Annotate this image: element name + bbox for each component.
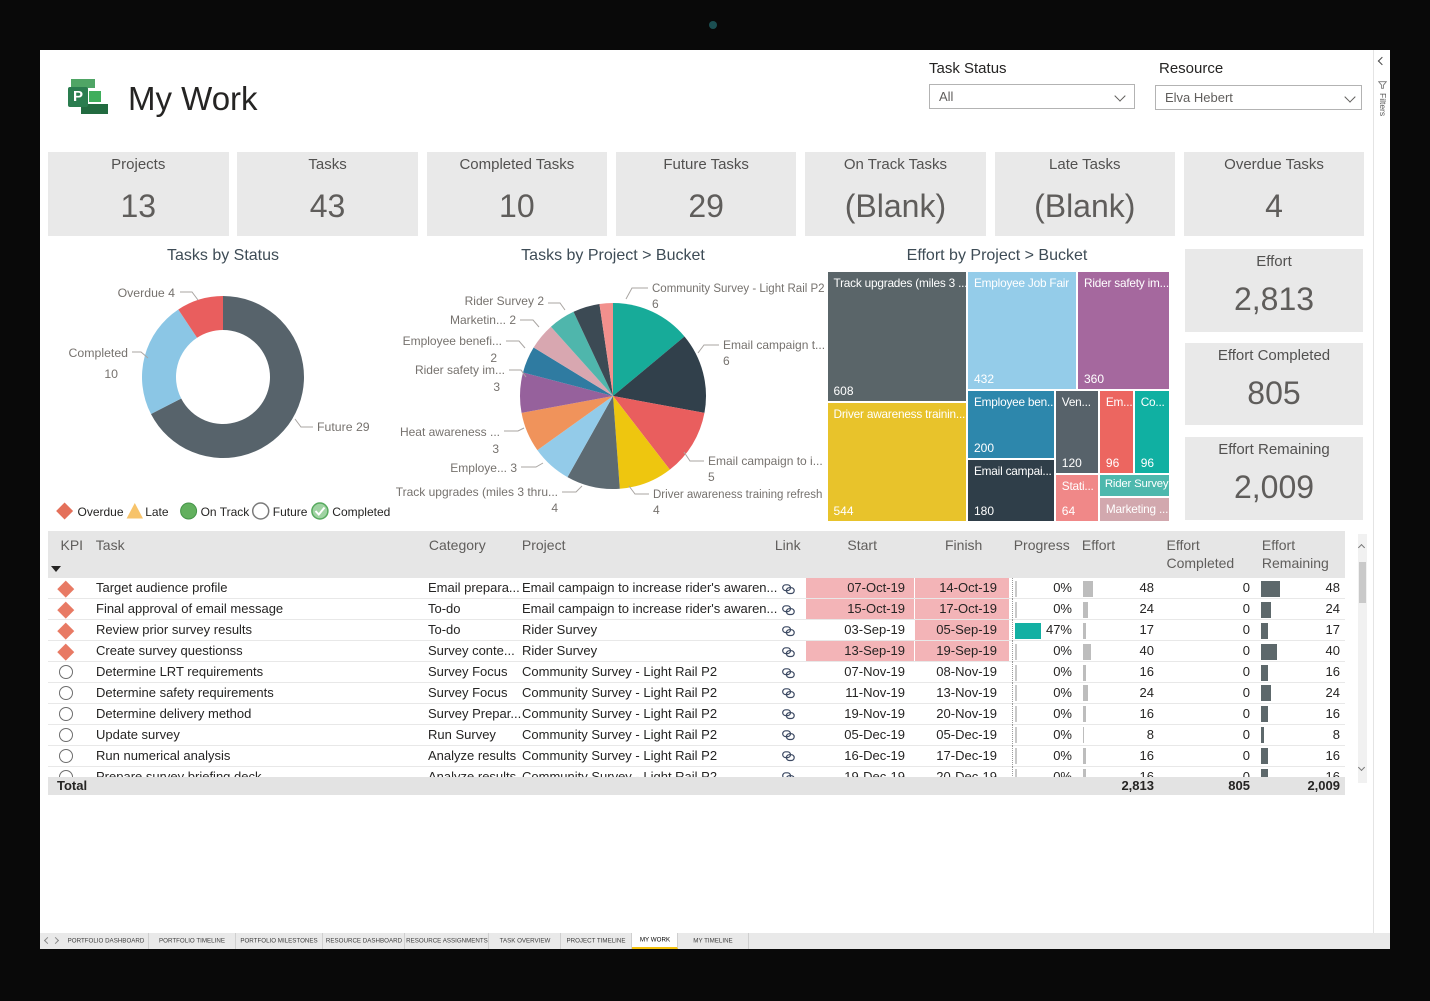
svg-text:6: 6 <box>723 354 730 368</box>
svg-text:Future 29: Future 29 <box>317 420 370 434</box>
svg-text:3: 3 <box>492 442 499 456</box>
svg-text:Employe... 3: Employe... 3 <box>450 461 517 475</box>
svg-text:Email campaign t...: Email campaign t... <box>723 338 825 352</box>
svg-text:Community Survey - Light Rail: Community Survey - Light Rail P2 <box>652 283 825 295</box>
svg-text:6: 6 <box>652 297 659 311</box>
svg-text:Marketin... 2: Marketin... 2 <box>450 313 516 327</box>
svg-text:5: 5 <box>708 470 715 484</box>
svg-text:Track upgrades (miles 3 thru..: Track upgrades (miles 3 thru... <box>396 485 558 499</box>
svg-text:Driver awareness training refr: Driver awareness training refresh <box>653 489 822 501</box>
svg-text:2: 2 <box>490 351 497 365</box>
svg-text:4: 4 <box>653 503 660 517</box>
svg-text:3: 3 <box>493 380 500 394</box>
svg-text:4: 4 <box>551 501 558 515</box>
svg-text:Completed: Completed <box>332 505 390 519</box>
svg-text:On Track: On Track <box>201 505 251 519</box>
svg-text:Employee benefi...: Employee benefi... <box>403 334 502 348</box>
svg-text:Email campaign to i...: Email campaign to i... <box>708 454 823 468</box>
svg-text:Overdue: Overdue <box>78 505 124 519</box>
svg-text:Completed: Completed <box>69 346 129 360</box>
svg-text:10: 10 <box>104 367 118 381</box>
svg-text:Heat awareness ...: Heat awareness ... <box>400 425 500 439</box>
svg-text:Overdue 4: Overdue 4 <box>118 286 176 300</box>
svg-text:Rider safety im...: Rider safety im... <box>415 363 505 377</box>
svg-text:Late: Late <box>145 505 169 519</box>
svg-text:Future: Future <box>273 505 308 519</box>
svg-text:Rider Survey 2: Rider Survey 2 <box>465 294 545 308</box>
